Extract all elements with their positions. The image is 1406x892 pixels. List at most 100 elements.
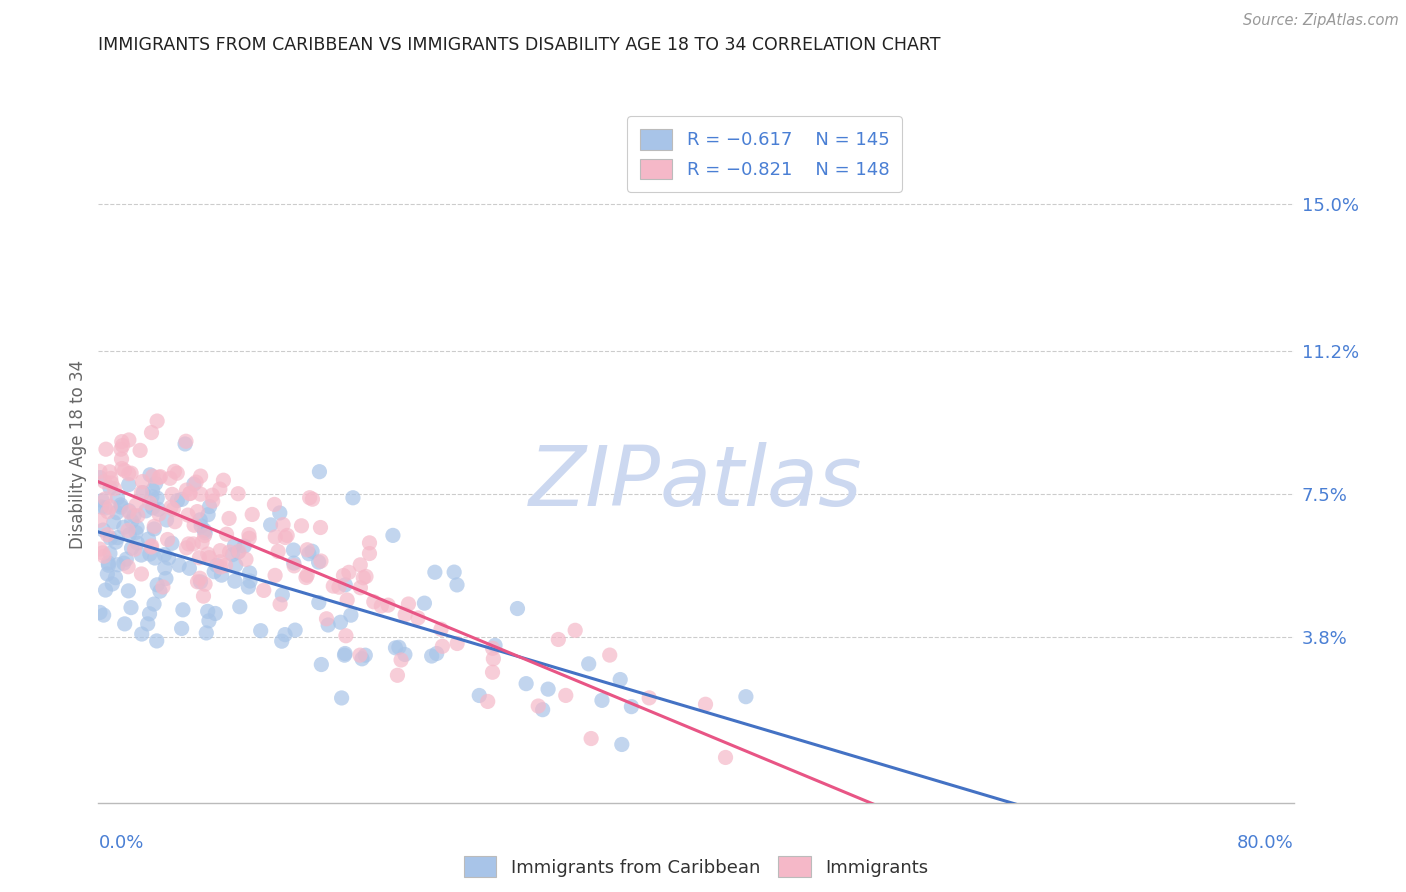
Point: [335, 629, 357, 643]
Point: [354, 569, 377, 583]
Point: [100, 475, 122, 490]
Point: [177, 537, 200, 551]
Point: [104, 535, 127, 549]
Point: [204, 607, 226, 621]
Point: [430, 622, 453, 636]
Point: [308, 555, 330, 569]
Point: [269, 506, 291, 520]
Point: [190, 574, 212, 589]
Point: [301, 492, 323, 507]
Point: [264, 568, 287, 582]
Point: [235, 552, 257, 566]
Point: [443, 565, 465, 579]
Point: [198, 500, 221, 514]
Point: [295, 542, 318, 557]
Point: [342, 491, 364, 505]
Point: [477, 694, 499, 708]
Point: [115, 552, 138, 566]
Point: [330, 690, 353, 705]
Point: [174, 437, 197, 451]
Point: [224, 574, 246, 588]
Point: [111, 461, 134, 475]
Point: [163, 515, 186, 529]
Point: [381, 528, 404, 542]
Point: [271, 588, 294, 602]
Point: [89, 542, 111, 557]
Point: [146, 414, 169, 428]
Point: [609, 673, 631, 687]
Point: [333, 647, 356, 661]
Point: [253, 583, 276, 598]
Point: [309, 520, 332, 534]
Point: [579, 731, 602, 746]
Point: [537, 682, 560, 697]
Point: [284, 623, 307, 637]
Point: [209, 560, 232, 574]
Point: [194, 577, 217, 591]
Point: [172, 603, 194, 617]
Point: [152, 580, 174, 594]
Point: [121, 541, 143, 556]
Point: [506, 601, 529, 615]
Point: [98, 465, 121, 479]
Point: [387, 668, 409, 682]
Point: [166, 493, 188, 508]
Point: [118, 477, 141, 491]
Point: [468, 689, 491, 703]
Point: [118, 504, 141, 518]
Point: [531, 703, 554, 717]
Point: [389, 653, 412, 667]
Point: [125, 520, 148, 534]
Point: [118, 527, 141, 541]
Point: [136, 616, 159, 631]
Point: [98, 500, 121, 514]
Point: [188, 571, 211, 585]
Point: [211, 568, 233, 582]
Point: [118, 505, 141, 519]
Point: [143, 551, 166, 566]
Point: [316, 618, 339, 632]
Point: [202, 565, 225, 579]
Point: [714, 750, 737, 764]
Point: [283, 556, 305, 570]
Point: [96, 567, 118, 582]
Point: [177, 508, 200, 522]
Point: [100, 471, 122, 485]
Point: [218, 511, 240, 525]
Point: [193, 528, 215, 542]
Point: [179, 561, 201, 575]
Point: [148, 470, 170, 484]
Point: [97, 558, 120, 573]
Point: [190, 469, 212, 483]
Point: [89, 606, 111, 620]
Point: [163, 464, 186, 478]
Point: [446, 578, 468, 592]
Point: [91, 546, 114, 560]
Point: [322, 579, 344, 593]
Point: [384, 640, 406, 655]
Point: [90, 500, 112, 514]
Point: [100, 531, 122, 545]
Point: [101, 577, 124, 591]
Point: [420, 648, 443, 663]
Point: [190, 487, 212, 501]
Point: [194, 525, 217, 540]
Point: [170, 492, 193, 507]
Point: [370, 599, 392, 613]
Point: [98, 481, 121, 495]
Point: [352, 571, 374, 585]
Point: [249, 624, 271, 638]
Point: [328, 580, 350, 594]
Point: [191, 535, 214, 549]
Point: [89, 464, 111, 478]
Point: [377, 598, 399, 612]
Point: [94, 582, 117, 597]
Point: [125, 498, 148, 512]
Point: [209, 543, 232, 558]
Point: [143, 522, 166, 536]
Point: [413, 596, 436, 610]
Point: [695, 698, 717, 712]
Point: [228, 544, 250, 558]
Point: [295, 568, 318, 582]
Point: [107, 558, 129, 572]
